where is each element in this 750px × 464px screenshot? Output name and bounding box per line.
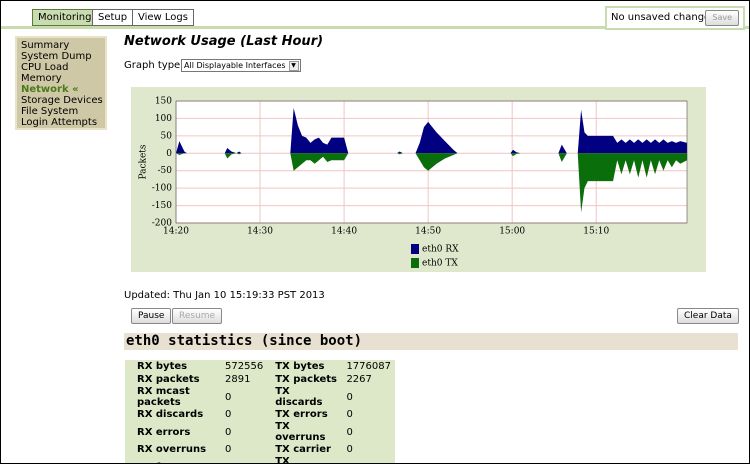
legend-swatch (411, 258, 419, 268)
y-tick-label: -150 (152, 201, 172, 211)
y-tick-label: 50 (161, 131, 173, 141)
stat-value: 0 (346, 391, 353, 403)
sidebar-item[interactable]: Memory (21, 73, 62, 84)
sidebar-item[interactable]: CPU Load (21, 62, 69, 73)
stat-value: 1776087 (346, 361, 391, 372)
stat-value: 0 (342, 456, 395, 464)
stat-value: 0 (225, 426, 232, 438)
stats-row: RX errors 0 TX overruns 0 (125, 421, 395, 443)
x-tick-label: 14:40 (331, 227, 357, 237)
y-tick-label: 150 (155, 97, 172, 107)
stat-label: RX packets (137, 374, 200, 385)
sidebar-item[interactable]: Summary (21, 40, 70, 51)
updated: Updated: Thu Jan 10 15:19:33 PST 2013 (124, 290, 325, 301)
stat-label: RX bytes (137, 361, 188, 372)
y-tick-label: 0 (166, 149, 172, 159)
y-tick-label: -50 (158, 166, 173, 176)
y-axis-label: Packets (139, 144, 149, 179)
tab[interactable]: Setup (92, 9, 134, 26)
stats-title: eth0 statistics (since boot) (124, 333, 738, 350)
stats-row: RX overruns 0 TX carrier 0 (125, 443, 395, 456)
stat-label: RX overruns (137, 444, 207, 455)
sidebar-item[interactable]: Network « (21, 84, 79, 95)
stat-value: 2267 (346, 374, 372, 385)
stat-label: RX frame (125, 456, 221, 464)
stat-value: 2891 (225, 374, 251, 385)
stat-value: 0 (225, 391, 232, 403)
stats-row: RX packets 2891 TX packets 2267 (125, 373, 395, 386)
legend-label: eth0 TX (422, 259, 458, 269)
stats-row: RX frame0TX collisions0 (125, 456, 395, 464)
sidebar-item[interactable]: File System (21, 106, 79, 117)
heading: Network Usage (Last Hour) (124, 34, 324, 49)
x-tick-label: 15:00 (499, 227, 525, 237)
resume-button: Resume (172, 308, 223, 324)
graph-type-value: All Displayable Interfaces (184, 61, 286, 70)
save-button[interactable]: Save (705, 10, 739, 26)
sidebar: Summary System Dump CPU Load Memory Network … (15, 36, 107, 130)
stat-label: TX errors (275, 409, 328, 420)
tab-rule (1, 26, 749, 29)
stat-value: 0 (221, 456, 267, 464)
y-tick-label: 100 (155, 114, 172, 124)
tab[interactable]: Monitoring (32, 9, 98, 26)
clear-button[interactable]: Clear Data (677, 308, 739, 324)
stat-value: 0 (225, 444, 232, 455)
legend-swatch (411, 244, 419, 254)
sidebar-item[interactable]: System Dump (21, 51, 92, 62)
graph-type-select[interactable]: All Displayable Interfaces ▼ (181, 59, 301, 72)
status-box: No unsaved changes Save (605, 6, 745, 30)
stat-label: RX discards (137, 409, 204, 420)
x-tick-label: 14:50 (415, 227, 441, 237)
area (176, 153, 687, 213)
x-tick-label: 14:20 (163, 227, 189, 237)
stat-value: 0 (346, 409, 353, 420)
stat-label: TX packets (275, 374, 337, 385)
stat-value: 0 (346, 426, 353, 438)
status-text: No unsaved changes (611, 12, 716, 23)
stats-row: RX bytes 572556 TX bytes 1776087 (125, 360, 395, 373)
stats-row: RX mcast packets 0 TX discards 0 (125, 386, 395, 408)
pause-button[interactable]: Pause (131, 308, 172, 324)
stat-label: RX mcast packets (137, 386, 190, 408)
sidebar-item[interactable]: Login Attempts (21, 117, 98, 128)
stats-row: RX discards 0 TX errors 0 (125, 408, 395, 421)
stat-value: 0 (346, 444, 353, 455)
sidebar-item[interactable]: Storage Devices (21, 95, 103, 106)
y-tick-label: -200 (152, 219, 172, 229)
stat-value: 572556 (225, 361, 264, 372)
stat-label: TX collisions (275, 456, 290, 464)
stat-label: TX overruns (275, 421, 326, 443)
x-tick-label: 14:30 (247, 227, 273, 237)
stat-value: 0 (225, 409, 232, 420)
dropdown-arrow: ▼ (288, 61, 299, 71)
stat-label: RX errors (137, 426, 191, 438)
area (176, 107, 687, 154)
stat-label: TX bytes (275, 361, 325, 372)
stats-table: RX bytes 572556 TX bytes 1776087 RX packets 2… (125, 360, 395, 464)
x-tick-label: 15:10 (583, 227, 609, 237)
legend-label: eth0 RX (422, 245, 459, 255)
stat-label: TX carrier (275, 444, 331, 455)
y-tick-label: -100 (152, 184, 172, 194)
tab[interactable]: View Logs (132, 9, 194, 26)
graph-type-label: Graph type: (124, 60, 184, 71)
stat-label: TX discards (275, 386, 323, 408)
plot-border (175, 100, 688, 224)
